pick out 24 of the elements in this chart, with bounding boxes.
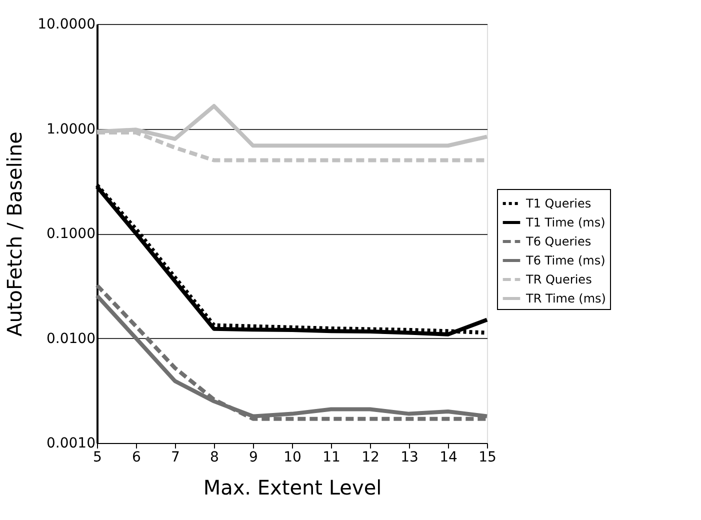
x-tick-label: 5 [93, 450, 102, 466]
x-tick-label: 7 [171, 450, 180, 466]
x-tick-label: 14 [440, 450, 458, 466]
legend-label: TR Queries [525, 272, 592, 286]
x-tick-label: 10 [284, 450, 302, 466]
x-tick-label: 6 [132, 450, 142, 466]
x-axis-title: Max. Extent Level [203, 476, 382, 500]
y-tick-label: 0.1000 [46, 226, 96, 242]
legend-label: T1 Time (ms) [525, 216, 606, 230]
x-tick-label: 11 [322, 450, 340, 466]
legend-label: T6 Queries [525, 234, 592, 248]
y-axis-title: AutoFetch / Baseline [2, 132, 27, 336]
x-tick-label: 9 [249, 450, 258, 466]
legend-label: T1 Queries [525, 196, 592, 210]
legend-label: T6 Time (ms) [525, 254, 606, 268]
x-tick-label: 8 [210, 450, 219, 466]
y-tick-label: 10.0000 [38, 16, 96, 32]
y-tick-label: 1.0000 [46, 121, 96, 138]
x-tick-label: 12 [362, 450, 380, 466]
x-tick-label: 13 [400, 450, 418, 466]
x-tick-label: 15 [478, 450, 496, 466]
y-tick-label: 0.0010 [46, 436, 96, 452]
legend-label: TR Time (ms) [525, 292, 606, 306]
y-tick-label: 0.0100 [46, 330, 96, 347]
